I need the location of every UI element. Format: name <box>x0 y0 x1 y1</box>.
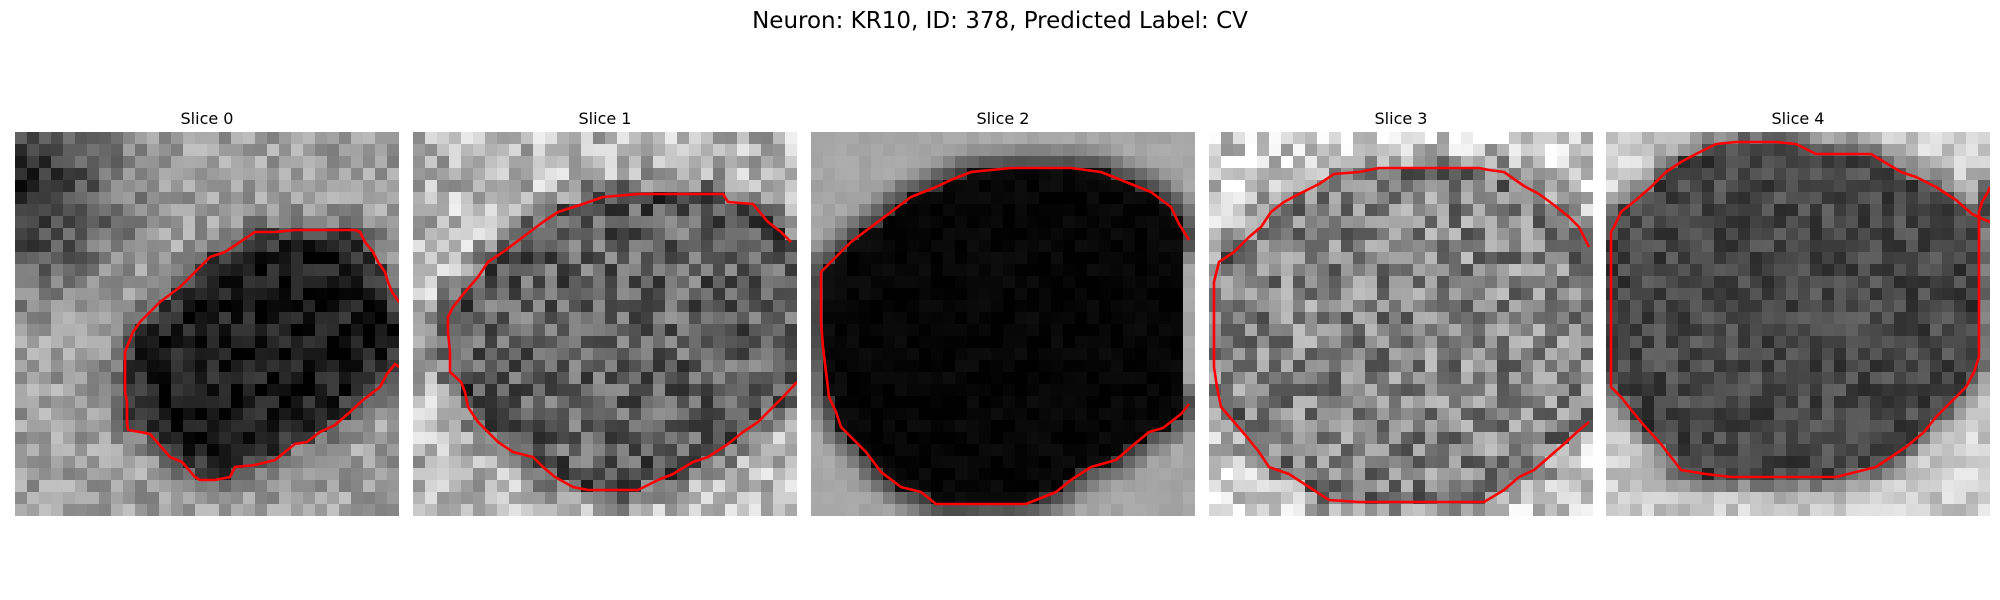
slice-panel-0: Slice 0 <box>15 110 399 516</box>
segmentation-contour <box>123 228 399 482</box>
segmentation-contour <box>1609 140 1990 479</box>
slice-panel-2: Slice 2 <box>811 110 1195 516</box>
slice-panel-1: Slice 1 <box>413 110 797 516</box>
figure-title: Neuron: KR10, ID: 378, Predicted Label: … <box>752 8 1248 34</box>
slice-title-2: Slice 2 <box>976 109 1030 128</box>
slice-title-4: Slice 4 <box>1771 109 1825 128</box>
pixel-grid <box>811 132 1195 516</box>
slice-panel-3: Slice 3 <box>1209 110 1593 516</box>
segmentation-contour <box>819 166 1191 506</box>
segmentation-contour <box>446 192 797 492</box>
slice-panel-4: Slice 4 <box>1606 110 1990 516</box>
slice-title-0: Slice 0 <box>180 109 234 128</box>
pixel-grid <box>1209 132 1593 516</box>
pixel-grid <box>413 132 797 516</box>
pixel-grid <box>15 132 399 516</box>
segmentation-contour <box>1212 166 1591 504</box>
pixel-grid <box>1606 132 1990 516</box>
slice-image-1 <box>413 132 797 516</box>
slice-image-4 <box>1606 132 1990 516</box>
slice-image-3 <box>1209 132 1593 516</box>
slice-image-2 <box>811 132 1195 516</box>
slice-title-1: Slice 1 <box>578 109 632 128</box>
slice-image-0 <box>15 132 399 516</box>
slice-title-3: Slice 3 <box>1374 109 1428 128</box>
